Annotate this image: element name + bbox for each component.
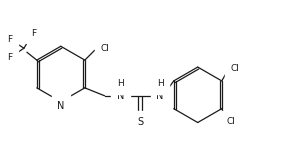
Text: S: S [137,117,143,127]
Text: Cl: Cl [101,44,110,53]
Text: Cl: Cl [231,64,240,73]
Text: H: H [157,79,164,88]
Text: Cl: Cl [227,117,236,126]
Text: N: N [156,91,164,101]
Text: F: F [7,53,13,62]
Text: F: F [31,29,36,38]
Text: F: F [7,35,13,44]
Text: N: N [57,101,65,111]
Text: N: N [117,91,124,101]
Text: H: H [117,79,124,88]
